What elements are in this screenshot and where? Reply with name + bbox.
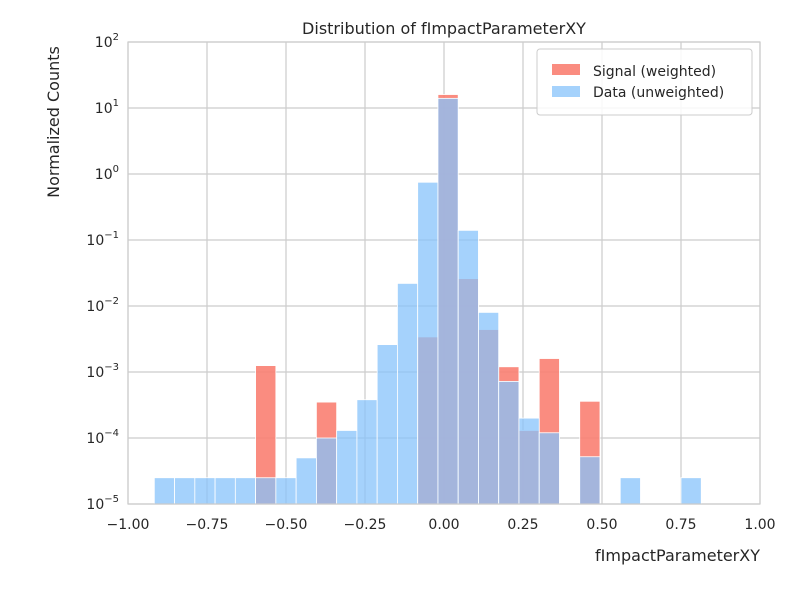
data-bar <box>255 477 277 505</box>
y-tick-label: 101 <box>95 98 119 117</box>
plot-frame <box>127 41 761 505</box>
data-bar <box>194 477 216 505</box>
x-tick-label: −1.00 <box>107 517 150 533</box>
legend-label-data: Data (unweighted) <box>593 85 724 101</box>
x-tick-labels: −1.00 −0.75 −0.50 −0.25 0.00 0.25 0.50 0.75 1.00 <box>107 517 776 533</box>
y-tick-label: 10−2 <box>86 296 119 315</box>
data-bar <box>356 399 378 505</box>
legend: Signal (weighted) Data (unweighted) <box>536 48 753 116</box>
x-tick-label: −0.75 <box>186 517 229 533</box>
data-bar <box>680 477 702 505</box>
legend-swatch-signal <box>552 64 580 75</box>
x-tick-label: 0.50 <box>586 517 617 533</box>
y-tick-label: 10−4 <box>86 428 119 447</box>
data-bar <box>478 311 500 505</box>
y-tick-label: 100 <box>95 164 119 183</box>
data-bar <box>336 430 358 505</box>
y-tick-labels: 10−5 10−4 10−3 10−2 10−1 100 101 102 <box>86 32 119 513</box>
data-bar <box>153 477 175 505</box>
data-bars <box>153 97 702 505</box>
data-bar <box>275 477 297 505</box>
data-bar <box>437 97 459 505</box>
x-tick-label: 0.25 <box>507 517 538 533</box>
data-bar <box>397 283 419 505</box>
data-bar <box>619 477 641 505</box>
data-bar <box>174 477 196 505</box>
legend-swatch-data <box>552 86 580 97</box>
data-bar <box>234 477 257 505</box>
data-bar <box>518 417 540 505</box>
data-bar <box>579 456 601 505</box>
x-axis-title: fImpactParameterXY <box>595 546 760 565</box>
data-bar <box>214 477 236 505</box>
data-bar <box>295 457 317 505</box>
data-bar <box>417 181 439 505</box>
legend-frame <box>536 48 753 116</box>
data-bar <box>457 229 479 505</box>
data-bar <box>376 344 398 505</box>
x-tick-label: 0.00 <box>428 517 459 533</box>
y-tick-label: 10−3 <box>86 362 119 381</box>
data-bar <box>538 432 560 505</box>
data-bar <box>315 437 338 505</box>
y-tick-label: 10−5 <box>86 494 119 513</box>
x-tick-label: 1.00 <box>744 517 775 533</box>
legend-label-signal: Signal (weighted) <box>593 64 716 80</box>
x-tick-label: −0.25 <box>344 517 387 533</box>
y-tick-label: 10−1 <box>86 230 119 249</box>
x-tick-label: 0.75 <box>665 517 696 533</box>
y-axis-title: Normalized Counts <box>44 46 63 198</box>
chart-title: Distribution of fImpactParameterXY <box>302 19 586 38</box>
y-tick-label: 102 <box>95 32 119 51</box>
data-bar <box>498 381 520 505</box>
x-tick-label: −0.50 <box>265 517 308 533</box>
